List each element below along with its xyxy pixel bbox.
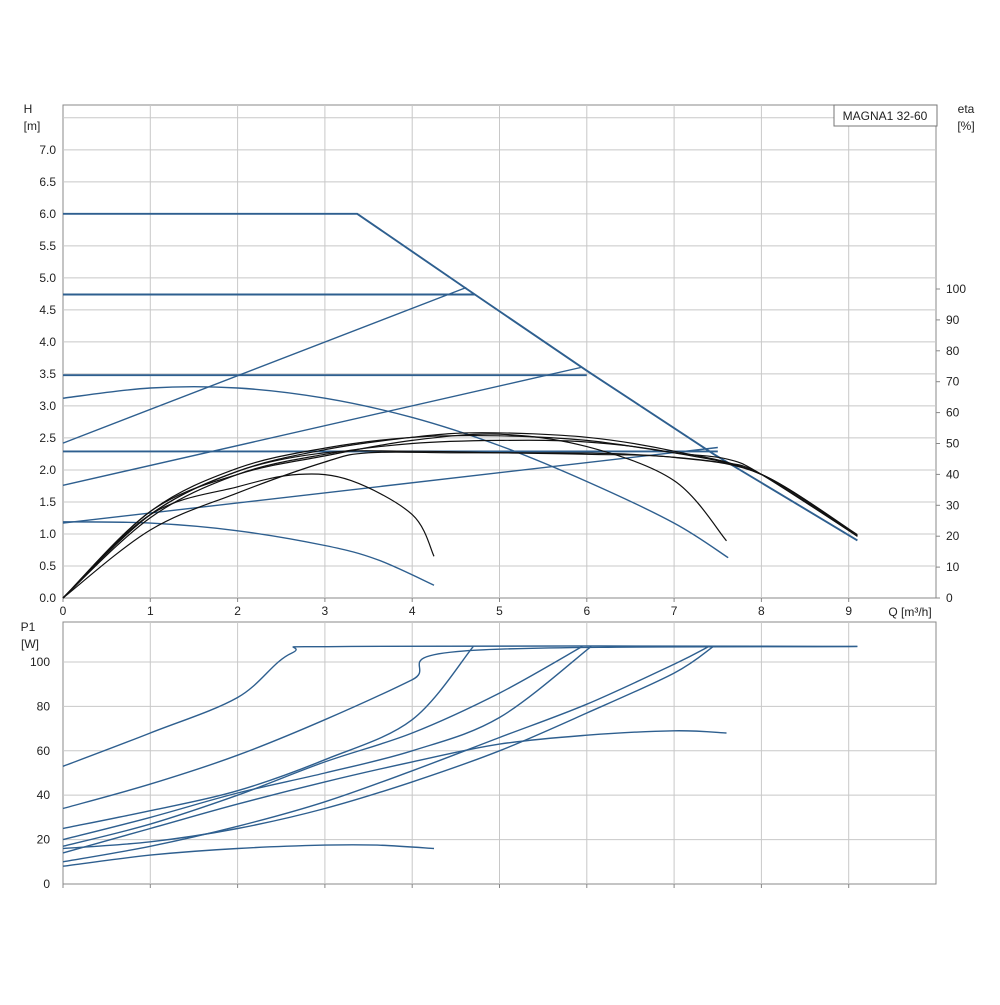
h-tick-label: 1.0	[39, 527, 56, 541]
power-curve	[62, 645, 714, 850]
h-tick-label: 5.0	[39, 271, 56, 285]
h-tick-label: 6.0	[39, 207, 56, 221]
eta-axis-unit: [%]	[957, 119, 974, 133]
eta-tick-label: 70	[946, 375, 960, 389]
power-curve	[62, 645, 474, 830]
h-tick-label: 3.0	[39, 399, 56, 413]
x-tick-label: 9	[845, 604, 852, 618]
x-tick-label: 3	[322, 604, 329, 618]
eta-tick-label: 30	[946, 498, 960, 512]
head-curve	[62, 521, 435, 586]
eta-tick-label: 50	[946, 437, 960, 451]
eta-tick-label: 100	[946, 282, 966, 296]
h-axis-unit: [m]	[24, 119, 41, 133]
h-tick-label: 6.5	[39, 175, 56, 189]
p1-axis-unit: [W]	[21, 637, 39, 651]
eta-tick-label: 90	[946, 313, 960, 327]
head-curve	[63, 212, 858, 542]
efficiency-curve	[62, 434, 858, 599]
h-axis-label: H	[24, 102, 33, 116]
efficiency-curve	[62, 450, 858, 599]
chart-title: MAGNA1 32-60	[843, 109, 928, 123]
power-curve	[62, 645, 710, 863]
x-tick-label: 8	[758, 604, 765, 618]
eta-tick-label: 60	[946, 406, 960, 420]
title-box	[833, 104, 938, 127]
x-tick-label: 4	[409, 604, 416, 618]
x-tick-label: 6	[583, 604, 590, 618]
p1-axis-label: P1	[21, 620, 36, 634]
h-tick-label: 7.0	[39, 143, 56, 157]
eta-tick-label: 40	[946, 467, 960, 481]
x-tick-label: 0	[60, 604, 67, 618]
x-tick-label: 2	[234, 604, 241, 618]
head-curve	[62, 446, 718, 524]
power-curve	[62, 645, 858, 767]
x-tick-label: 7	[671, 604, 678, 618]
power-curve	[62, 645, 583, 847]
eta-tick-label: 10	[946, 560, 960, 574]
h-tick-label: 2.5	[39, 431, 56, 445]
h-tick-label: 4.0	[39, 335, 56, 349]
x-tick-label: 5	[496, 604, 503, 618]
power-curve	[62, 730, 727, 854]
power-curve	[62, 645, 592, 841]
p1-tick-label: 60	[37, 744, 51, 758]
h-tick-label: 5.5	[39, 239, 56, 253]
h-tick-label: 0.5	[39, 559, 56, 573]
p1-tick-label: 40	[37, 788, 51, 802]
h-tick-label: 1.5	[39, 495, 56, 509]
eta-tick-label: 0	[946, 591, 953, 605]
head-curve	[62, 366, 581, 486]
h-tick-label: 4.5	[39, 303, 56, 317]
p1-tick-label: 80	[37, 699, 51, 713]
efficiency-curve	[62, 433, 727, 599]
eta-tick-label: 80	[946, 344, 960, 358]
h-tick-label: 3.5	[39, 367, 56, 381]
q-axis-label: Q [m³/h]	[888, 605, 931, 619]
h-tick-label: 0.0	[39, 591, 56, 605]
p1-tick-label: 20	[37, 833, 51, 847]
efficiency-curve	[62, 473, 435, 599]
head-curve	[62, 386, 729, 559]
eta-tick-label: 20	[946, 529, 960, 543]
efficiency-curve	[62, 439, 858, 599]
h-tick-label: 2.0	[39, 463, 56, 477]
p1-tick-label: 0	[43, 877, 50, 891]
power-curve	[62, 645, 858, 810]
efficiency-curve	[62, 451, 858, 599]
head-curve	[62, 286, 467, 444]
x-tick-label: 1	[147, 604, 154, 618]
eta-axis-label: eta	[958, 102, 975, 116]
power-curve	[62, 844, 435, 867]
p1-tick-label: 100	[30, 655, 50, 669]
